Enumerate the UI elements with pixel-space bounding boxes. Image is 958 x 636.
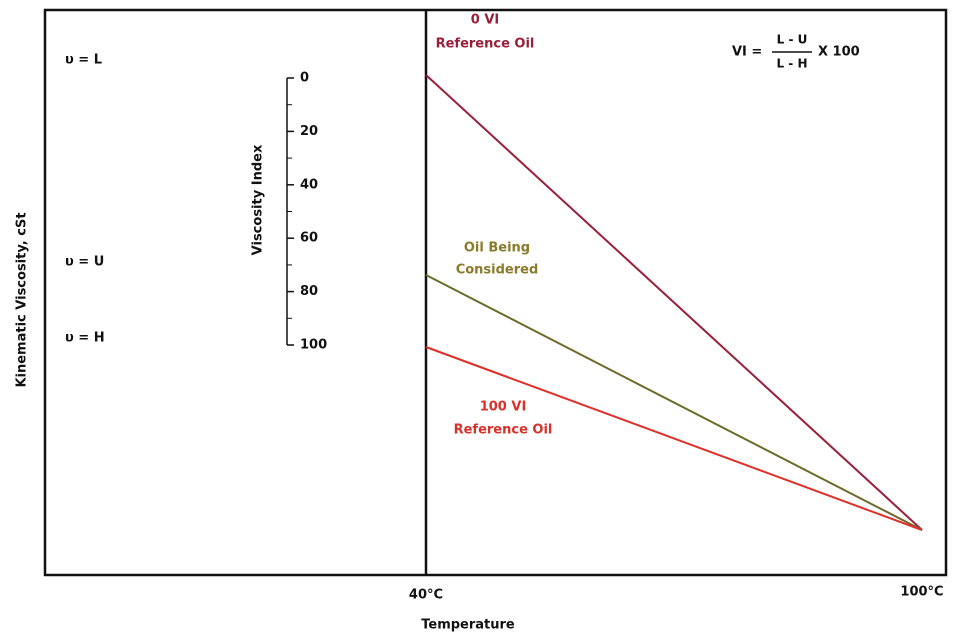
line-label: Oil Being <box>464 241 530 256</box>
oil-line <box>425 274 923 531</box>
left-label: υ = U <box>65 255 104 270</box>
line-label: Reference Oil <box>454 423 553 438</box>
formula-lhs: VI = <box>732 45 762 60</box>
scale-tick-label: 0 <box>300 71 309 86</box>
scale-tick-label: 80 <box>300 284 318 299</box>
y-axis-label: Kinematic Viscosity, cSt <box>15 212 30 387</box>
left-label: υ = L <box>65 53 102 68</box>
x-label: 40°C <box>409 588 443 603</box>
formula-rhs: X 100 <box>818 45 860 60</box>
scale-tick-label: 60 <box>300 231 318 246</box>
scale-tick-label: 100 <box>300 338 327 353</box>
line-label: 100 VI <box>480 400 527 415</box>
vi-scale: Viscosity Index 0 20 40 60 80 100 <box>251 71 328 353</box>
scale-title: Viscosity Index <box>251 144 266 255</box>
x-axis-label: Temperature <box>421 618 515 633</box>
line-label: Reference Oil <box>436 37 535 52</box>
hundred-vi-line <box>425 346 923 531</box>
scale-tick-label: 40 <box>300 177 318 192</box>
zero-vi-line <box>425 74 923 531</box>
scale-tick-label: 20 <box>300 124 318 139</box>
line-label: 0 VI <box>471 13 499 28</box>
formula-numerator: L - U <box>777 33 808 47</box>
x-label: 100°C <box>900 585 943 600</box>
line-label: Considered <box>456 263 539 278</box>
formula-denominator: L - H <box>776 57 807 71</box>
left-label: υ = H <box>65 331 105 346</box>
frame <box>43 8 948 577</box>
